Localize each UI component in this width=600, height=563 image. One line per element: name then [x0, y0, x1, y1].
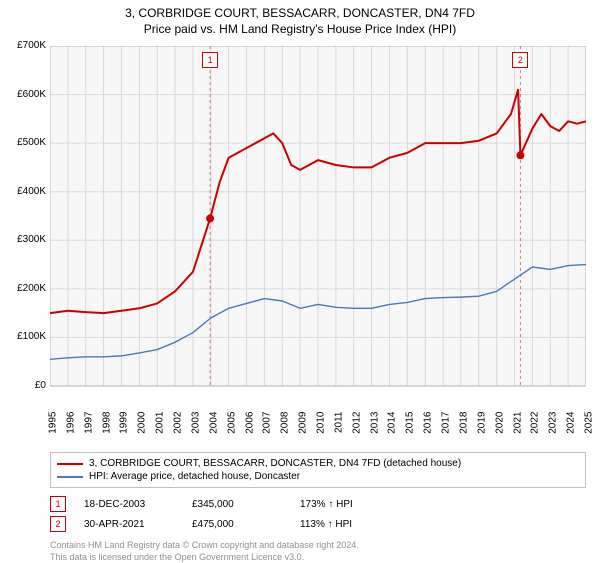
x-axis-label: 2014	[387, 412, 398, 452]
x-axis-label: 2000	[137, 412, 148, 452]
x-axis-label: 1997	[83, 412, 94, 452]
x-axis-label: 2022	[530, 412, 541, 452]
x-axis-label: 2019	[476, 412, 487, 452]
sale-date: 18-DEC-2003	[84, 499, 174, 510]
x-axis-label: 2015	[405, 412, 416, 452]
x-axis-label: 2013	[369, 412, 380, 452]
legend-label: HPI: Average price, detached house, Donc…	[89, 471, 300, 482]
legend-row: HPI: Average price, detached house, Donc…	[57, 470, 579, 483]
x-axis-label: 2006	[244, 412, 255, 452]
x-axis-label: 2011	[333, 412, 344, 452]
x-axis-label: 2020	[494, 412, 505, 452]
x-axis-label: 2003	[190, 412, 201, 452]
sale-marker-icon: 2	[50, 516, 66, 532]
x-axis-label: 2016	[423, 412, 434, 452]
sale-price: £475,000	[192, 519, 282, 530]
x-axis-label: 2010	[316, 412, 327, 452]
x-axis-label: 2012	[351, 412, 362, 452]
x-axis-label: 2007	[262, 412, 273, 452]
sales-row: 1 18-DEC-2003 £345,000 173% ↑ HPI	[50, 494, 586, 514]
sale-date: 30-APR-2021	[84, 519, 174, 530]
x-axis-label: 2018	[458, 412, 469, 452]
sales-row: 2 30-APR-2021 £475,000 113% ↑ HPI	[50, 514, 586, 534]
x-axis-label: 2017	[441, 412, 452, 452]
y-axis-label: £300K	[2, 234, 46, 245]
chart-sale-marker: 1	[202, 52, 218, 68]
legend-label: 3, CORBRIDGE COURT, BESSACARR, DONCASTER…	[89, 458, 461, 469]
line-chart	[50, 46, 586, 416]
legend-swatch-property	[57, 463, 83, 465]
x-axis-label: 1996	[65, 412, 76, 452]
x-axis-label: 2025	[584, 412, 595, 452]
y-axis-label: £600K	[2, 89, 46, 100]
y-axis-label: £400K	[2, 186, 46, 197]
chart-area	[50, 46, 586, 416]
y-axis-label: £700K	[2, 40, 46, 51]
legend-area: 3, CORBRIDGE COURT, BESSACARR, DONCASTER…	[50, 452, 586, 563]
legend-box: 3, CORBRIDGE COURT, BESSACARR, DONCASTER…	[50, 452, 586, 488]
x-axis-label: 2002	[173, 412, 184, 452]
sale-pct: 173% ↑ HPI	[300, 499, 390, 510]
x-axis-label: 2008	[280, 412, 291, 452]
y-axis-label: £200K	[2, 283, 46, 294]
y-axis-label: £0	[2, 380, 46, 391]
x-axis-label: 2009	[298, 412, 309, 452]
x-axis-label: 2024	[566, 412, 577, 452]
sales-table: 1 18-DEC-2003 £345,000 173% ↑ HPI 2 30-A…	[50, 494, 586, 534]
footnote-line: Contains HM Land Registry data © Crown c…	[50, 540, 586, 552]
x-axis-label: 2005	[226, 412, 237, 452]
sale-pct: 113% ↑ HPI	[300, 519, 390, 530]
x-axis-label: 2023	[548, 412, 559, 452]
chart-title-sub: Price paid vs. HM Land Registry's House …	[0, 22, 600, 36]
x-axis-label: 2021	[512, 412, 523, 452]
chart-sale-marker: 2	[512, 52, 528, 68]
chart-title-block: 3, CORBRIDGE COURT, BESSACARR, DONCASTER…	[0, 0, 600, 36]
y-axis-label: £100K	[2, 331, 46, 342]
y-axis-label: £500K	[2, 137, 46, 148]
x-axis-label: 1998	[101, 412, 112, 452]
sale-marker-icon: 1	[50, 496, 66, 512]
x-axis-label: 1995	[48, 412, 59, 452]
footnote-line: This data is licensed under the Open Gov…	[50, 552, 586, 563]
x-axis-label: 2004	[208, 412, 219, 452]
legend-row: 3, CORBRIDGE COURT, BESSACARR, DONCASTER…	[57, 457, 579, 470]
chart-title-main: 3, CORBRIDGE COURT, BESSACARR, DONCASTER…	[0, 6, 600, 20]
x-axis-label: 2001	[155, 412, 166, 452]
legend-swatch-hpi	[57, 476, 83, 478]
sale-price: £345,000	[192, 499, 282, 510]
x-axis-label: 1999	[119, 412, 130, 452]
